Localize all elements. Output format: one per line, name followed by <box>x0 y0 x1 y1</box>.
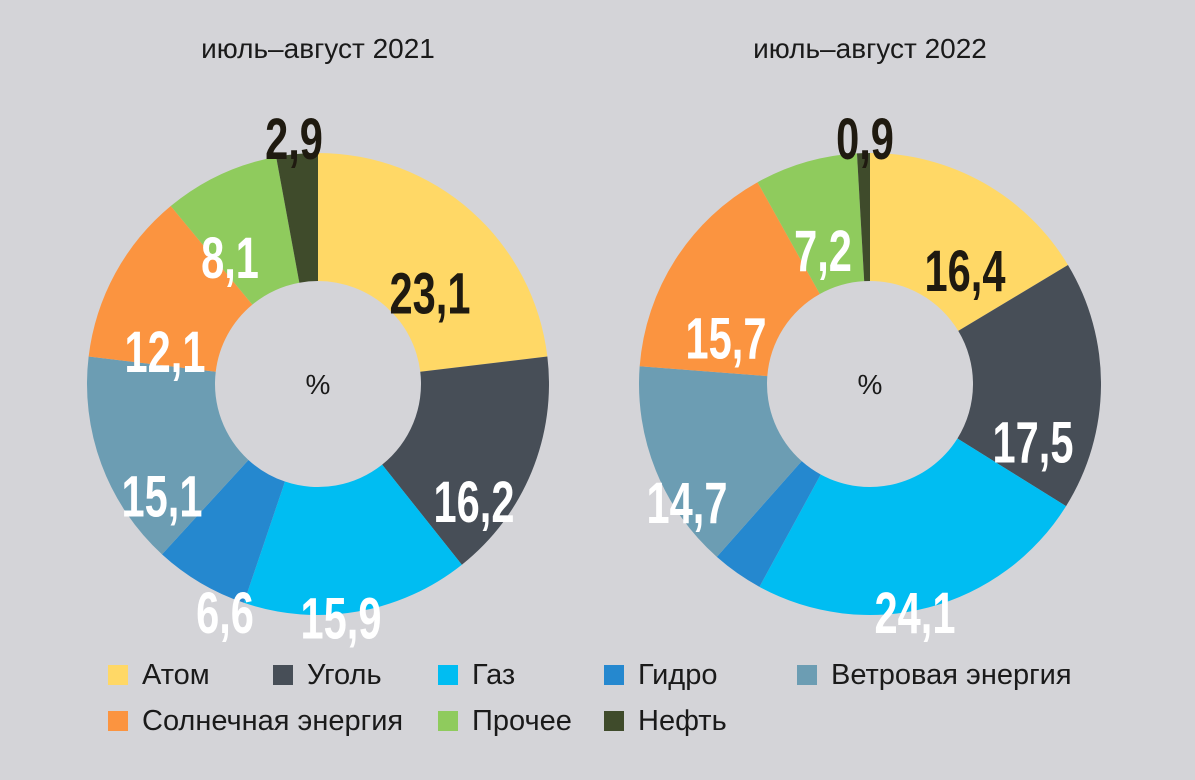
legend-label: Ветровая энергия <box>831 658 1072 691</box>
slice-coal <box>957 264 1101 507</box>
data-label-solar: 12,1 <box>125 319 206 385</box>
legend-swatch <box>797 665 817 685</box>
data-label-hydro: 3,6 <box>691 639 749 650</box>
legend-label: Нефть <box>638 704 727 737</box>
legend-swatch <box>604 711 624 731</box>
data-label-hydro: 6,6 <box>196 580 254 646</box>
slice-solar <box>639 182 820 377</box>
legend-swatch <box>604 665 624 685</box>
legend-swatch <box>108 711 128 731</box>
slice-hydro <box>161 459 285 603</box>
legend-item-hydro: Гидро <box>604 655 717 695</box>
data-label-oil: 2,9 <box>265 106 323 172</box>
donut-chart-1: июль–август 2021% 23,1 16,2 15,9 6,6 15,1 12,1… <box>86 33 549 650</box>
chart-title: июль–август 2021 <box>201 33 435 64</box>
data-label-solar: 15,7 <box>686 305 767 371</box>
slice-atom <box>870 153 1068 331</box>
data-label-atom: 23,1 <box>390 261 471 327</box>
slice-oil <box>276 153 318 283</box>
legend-item-solar: Солнечная энергия <box>108 701 403 741</box>
slice-other <box>170 156 300 305</box>
slice-oil <box>856 153 870 282</box>
data-label-other: 7,2 <box>794 218 852 284</box>
legend-swatch <box>438 711 458 731</box>
data-label-atom: 16,4 <box>925 238 1006 304</box>
legend-item-oil: Нефть <box>604 701 727 741</box>
center-label: % <box>306 369 331 400</box>
data-label-coal: 17,5 <box>993 410 1074 476</box>
slice-gas <box>243 464 462 615</box>
data-label-other: 8,1 <box>201 225 259 291</box>
legend-item-gas: Газ <box>438 655 515 695</box>
data-label-gas: 24,1 <box>875 580 956 646</box>
slice-wind <box>638 366 802 557</box>
legend: Атом Уголь Газ Гидро Ветровая энергия Со… <box>108 655 1108 745</box>
slice-coal <box>382 356 549 565</box>
legend-swatch <box>108 665 128 685</box>
slice-solar <box>88 206 253 372</box>
data-label-wind: 15,1 <box>122 463 203 529</box>
chart-title: июль–август 2022 <box>753 33 987 64</box>
donut-charts: июль–август 2021% 23,1 16,2 15,9 6,6 15,1 12,1… <box>86 33 1101 650</box>
data-label-coal: 16,2 <box>434 469 515 535</box>
legend-item-coal: Уголь <box>273 655 382 695</box>
slice-wind <box>86 356 249 555</box>
slice-other <box>757 153 865 295</box>
legend-swatch <box>438 665 458 685</box>
center-label: % <box>858 369 883 400</box>
legend-item-wind: Ветровая энергия <box>797 655 1072 695</box>
legend-label: Уголь <box>307 658 382 691</box>
slice-atom <box>318 153 548 372</box>
legend-label: Газ <box>472 658 516 691</box>
legend-item-atom: Атом <box>108 655 210 695</box>
legend-label: Прочее <box>472 704 572 737</box>
legend-label: Атом <box>142 658 210 691</box>
slice-hydro <box>716 461 821 587</box>
legend-label: Солнечная энергия <box>142 704 404 737</box>
legend-swatch <box>273 665 293 685</box>
donut-chart-2: июль–август 2022% 16,4 17,5 24,1 3,6 14,7 15,7… <box>638 33 1101 650</box>
data-label-wind: 14,7 <box>647 470 728 536</box>
data-label-gas: 15,9 <box>301 585 382 650</box>
legend-item-other: Прочее <box>438 701 572 741</box>
slice-gas <box>759 438 1067 616</box>
legend-label: Гидро <box>638 658 718 691</box>
data-label-oil: 0,9 <box>836 106 894 172</box>
